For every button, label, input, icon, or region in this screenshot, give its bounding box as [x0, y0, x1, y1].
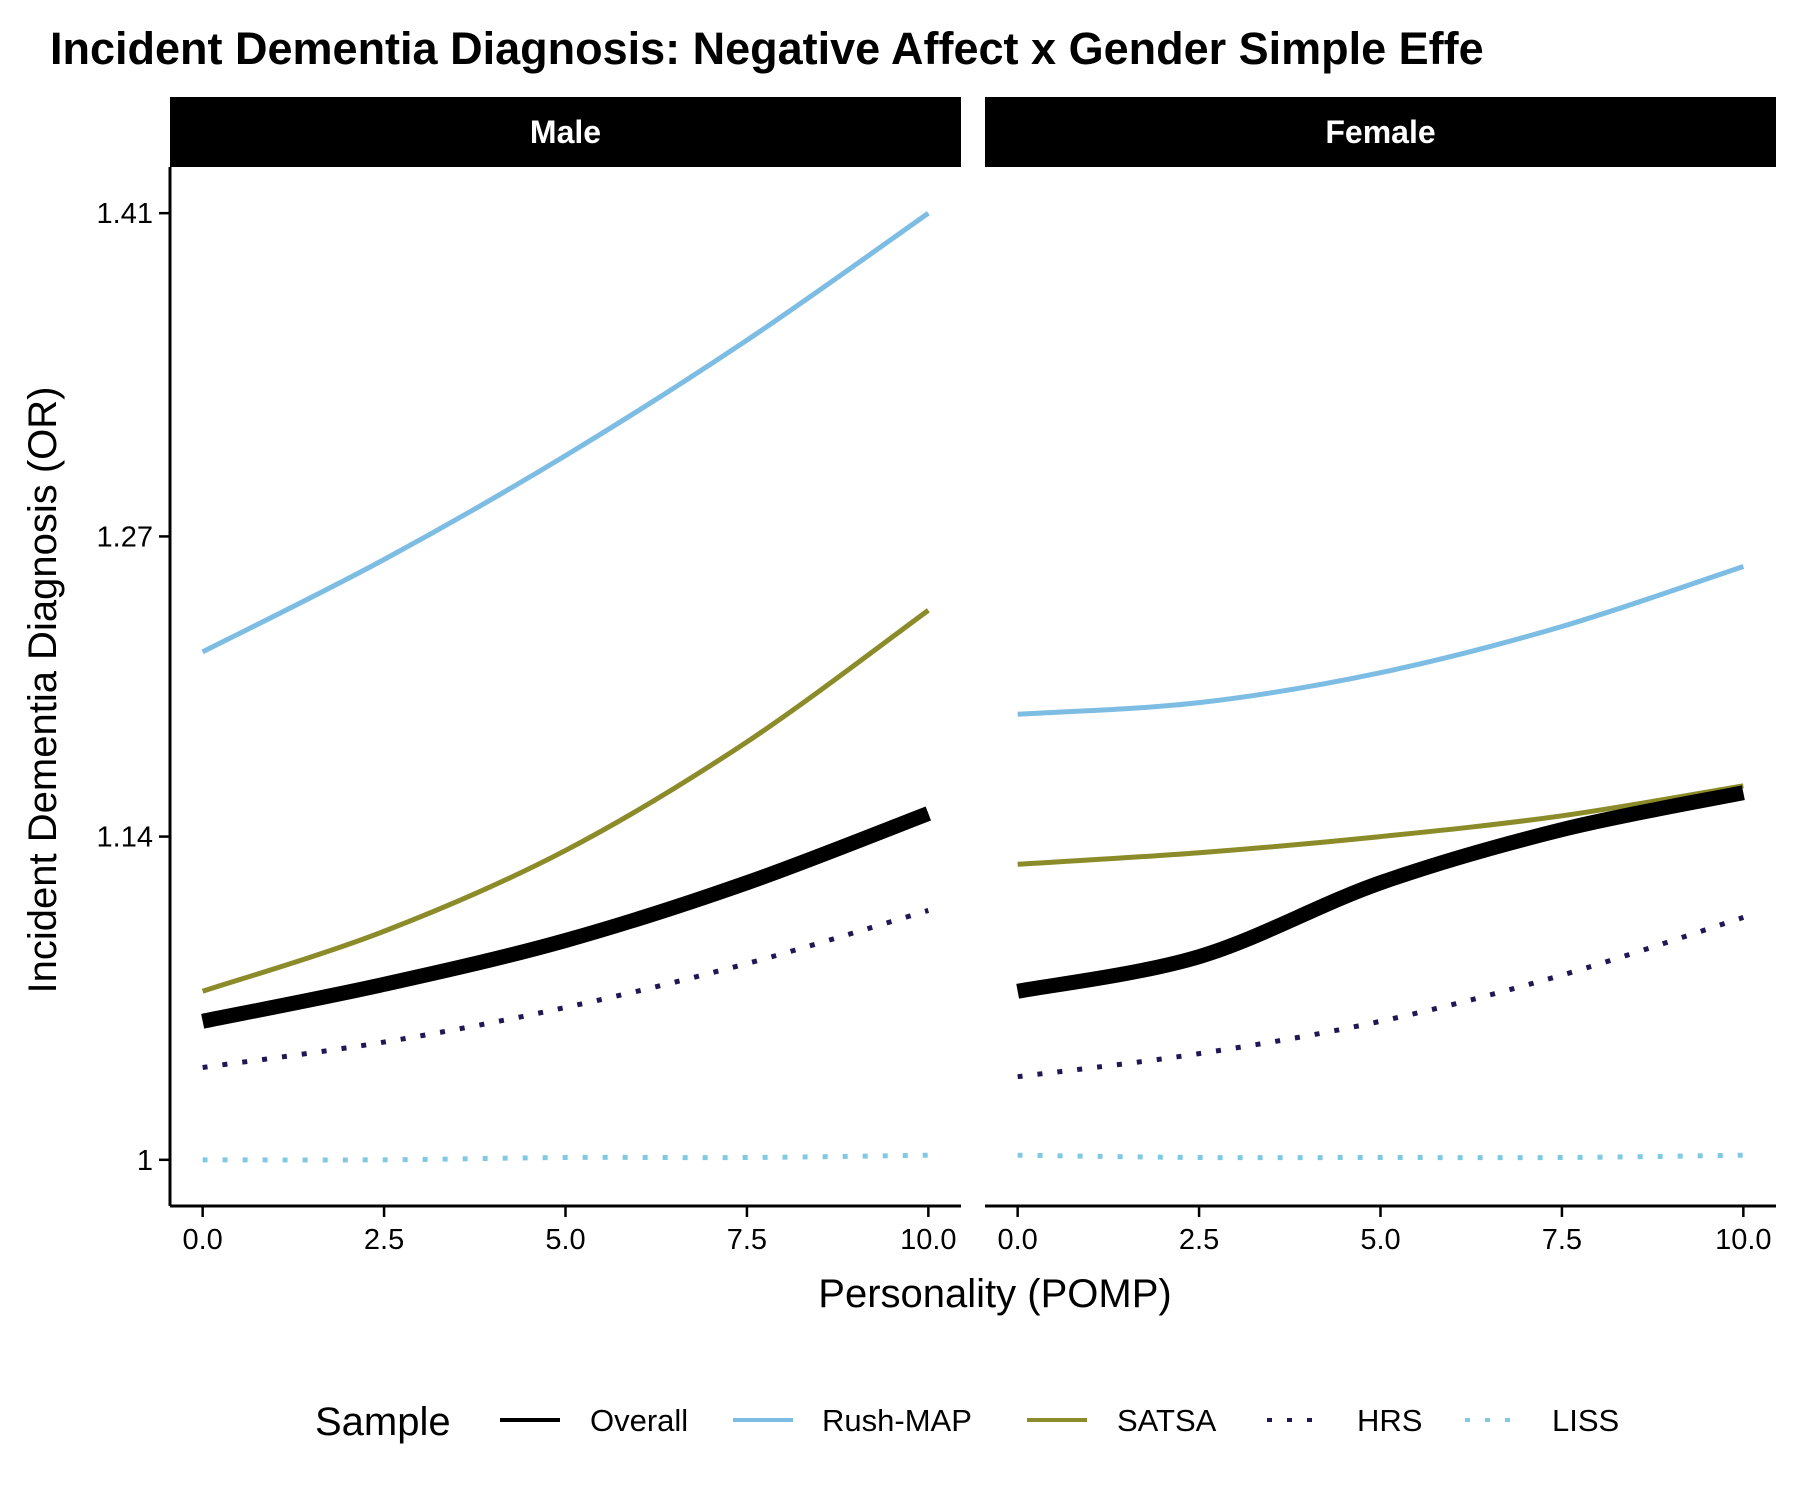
legend-label: SATSA	[1117, 1403, 1217, 1438]
legend-items: Overall Rush-MAP SATSA HRS LISS	[500, 1403, 1619, 1438]
x-tick-label: 0.0	[182, 1224, 222, 1256]
x-tick-label: 0.0	[997, 1224, 1037, 1256]
x-tick-label: 2.5	[364, 1224, 404, 1256]
y-axis-title: Incident Dementia Diagnosis (OR)	[21, 387, 65, 994]
y-tick-label: 1.41	[97, 198, 153, 230]
series-line-satsa-male	[201, 608, 930, 994]
series-line-hrs-female	[1017, 915, 1745, 1080]
legend-title: Sample	[315, 1400, 451, 1444]
series-line-overall-female	[1016, 785, 1745, 999]
legend-item-liss: LISS	[1465, 1403, 1619, 1438]
x-tick-label: 5.0	[545, 1224, 585, 1256]
facet-strip-label: Male	[530, 114, 601, 150]
x-tick-label: 7.5	[1542, 1224, 1582, 1256]
facet-strip	[985, 97, 1776, 167]
legend-item-overall: Overall	[500, 1403, 688, 1438]
series-line-liss-male	[202, 1152, 929, 1163]
chart-title: Incident Dementia Diagnosis: Negative Af…	[50, 23, 1484, 74]
x-tick-label: 7.5	[727, 1224, 767, 1256]
x-tick-label: 10.0	[900, 1224, 956, 1256]
y-tick-label: 1	[137, 1145, 153, 1177]
x-tick-label: 5.0	[1360, 1224, 1400, 1256]
facet-strip	[170, 97, 961, 167]
y-tick-label: 1.14	[97, 822, 153, 854]
series-line-satsa-female	[1017, 783, 1744, 867]
legend-item-hrs: HRS	[1267, 1403, 1422, 1438]
legend-label: LISS	[1552, 1403, 1619, 1438]
legend-label: Overall	[590, 1403, 688, 1438]
panels: Male 1 1.14 1.27 1.41 0.0 2.5 5.0 7.5 10.0 Female 0…	[97, 97, 1776, 1256]
y-tick-label: 1.27	[97, 521, 153, 553]
series-line-rush-map-female	[1017, 564, 1745, 717]
legend-label: HRS	[1357, 1403, 1422, 1438]
legend-label: Rush-MAP	[822, 1403, 972, 1438]
legend-item-satsa: SATSA	[1027, 1403, 1217, 1438]
legend: Sample Overall Rush-MAP SATSA HRS LISS	[315, 1400, 1619, 1444]
panel-female: Female 0.0 2.5 5.0 7.5 10.0	[985, 97, 1776, 1256]
x-axis-title: Personality (POMP)	[818, 1272, 1171, 1316]
x-tick-label: 10.0	[1715, 1224, 1771, 1256]
series-line-rush-map-male	[201, 211, 930, 655]
series-line-liss-female	[1017, 1152, 1744, 1161]
legend-item-rush-map: Rush-MAP	[733, 1403, 972, 1438]
series-line-hrs-male	[202, 908, 930, 1070]
panel-male: Male 1 1.14 1.27 1.41 0.0 2.5 5.0 7.5 10.0	[97, 97, 961, 1256]
series-line-overall-male	[201, 806, 932, 1029]
facet-strip-label: Female	[1325, 114, 1435, 150]
x-tick-label: 2.5	[1179, 1224, 1219, 1256]
